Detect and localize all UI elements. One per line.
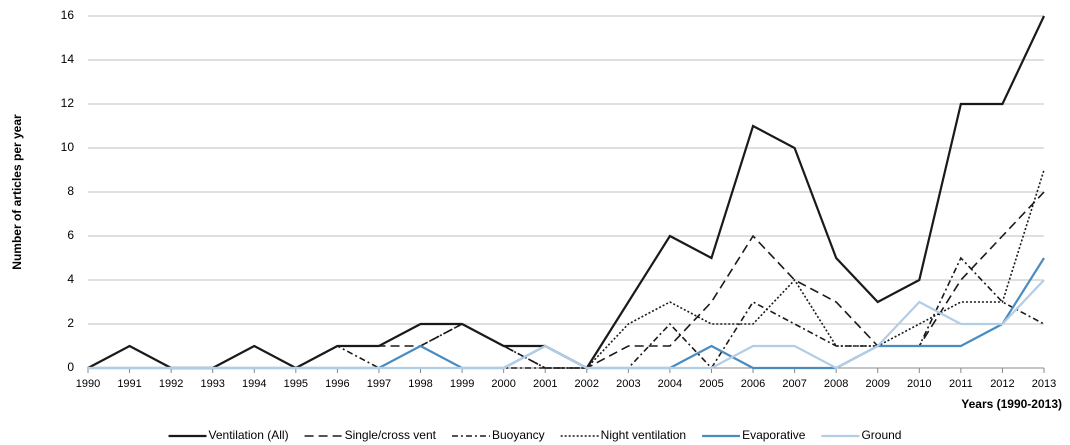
x-tick-label: 1999 [450, 378, 474, 390]
y-tick-label: 12 [61, 96, 75, 110]
line-series [88, 169, 1045, 369]
x-tick-label: 1993 [200, 378, 224, 390]
x-tick-label: 2000 [491, 378, 515, 390]
x-tick-label: 2013 [1032, 378, 1056, 390]
x-tick-label: 1994 [242, 378, 266, 390]
x-tick-label: 1992 [159, 378, 183, 390]
legend: Ventilation (All) Single/cross vent Buoyan… [168, 428, 901, 442]
legend-label: Buoyancy [492, 428, 545, 442]
legend-label: Ventilation (All) [209, 428, 289, 442]
x-tick-label: 2004 [658, 378, 682, 390]
x-tick-label: 2009 [865, 378, 889, 390]
line-series [88, 279, 1045, 370]
legend-label: Single/cross vent [345, 428, 437, 442]
x-tick-label: 2011 [949, 378, 973, 390]
y-tick-label: 8 [67, 184, 74, 198]
legend-label: Night ventilation [601, 428, 686, 442]
y-tick-label: 14 [61, 52, 75, 66]
x-tick-label: 1998 [408, 378, 432, 390]
x-tick-label: 2001 [533, 378, 557, 390]
x-tick-label: 2010 [907, 378, 931, 390]
x-tick-label: 1997 [367, 378, 391, 390]
y-axis-title: Number of articles per year [10, 114, 24, 270]
y-tick-label: 2 [67, 316, 74, 330]
x-tick-label: 2002 [575, 378, 599, 390]
line-series [88, 256, 1045, 370]
x-tick-label: 1995 [284, 378, 308, 390]
x-tick-label: 2005 [699, 378, 723, 390]
x-tick-label: 2012 [990, 378, 1014, 390]
y-tick-label: 16 [61, 8, 75, 22]
y-tick-label: 10 [61, 140, 75, 154]
y-tick-label: 6 [67, 228, 74, 242]
x-tick-label: 1991 [117, 378, 141, 390]
x-axis-title: Years (1990-2013) [961, 397, 1062, 411]
x-tick-label: 2006 [741, 378, 765, 390]
x-tick-label: 1996 [325, 378, 349, 390]
x-tick-label: 2007 [782, 378, 806, 390]
x-tick-label: 2003 [616, 378, 640, 390]
x-tick-label: 2008 [824, 378, 848, 390]
line-series [88, 257, 1045, 370]
x-tick-label: 1990 [76, 378, 100, 390]
legend-label: Ground [861, 428, 901, 442]
legend-label: Evaporative [742, 428, 806, 442]
y-tick-label: 4 [67, 272, 74, 286]
y-tick-label: 0 [67, 360, 74, 374]
